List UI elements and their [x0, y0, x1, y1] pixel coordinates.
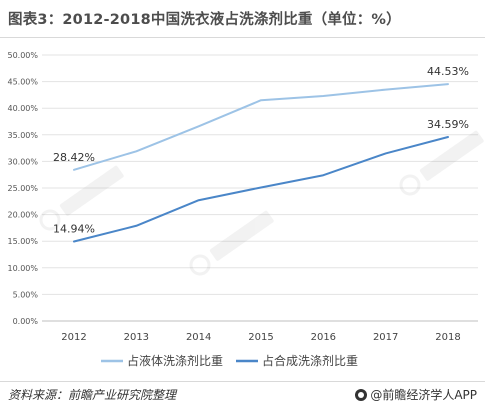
series-line	[73, 83, 449, 171]
y-tick-label: 40.00%	[7, 104, 38, 113]
watermark-mark	[209, 210, 274, 261]
x-tick-label: 2014	[186, 332, 211, 343]
series-group: 28.42% 44.53% 14.94% 34.59%	[53, 65, 469, 243]
data-label: 28.42%	[53, 151, 95, 164]
watermark-logo-icon	[189, 254, 211, 276]
line-chart: 0.00% 5.00% 10.00% 15.00% 20.00% 25.00% 30.00%…	[7, 51, 484, 368]
x-tick-label: 2018	[435, 332, 460, 343]
watermark	[39, 165, 124, 231]
gridlines	[42, 54, 478, 322]
brand-credit: @前瞻经济学人APP	[355, 386, 477, 403]
x-tick-label: 2012	[61, 332, 86, 343]
chart-title: 图表3：2012-2018中国洗衣液占洗涤剂比重（单位：%）	[8, 12, 401, 28]
y-tick-label: 15.00%	[7, 237, 38, 246]
watermark	[189, 210, 274, 276]
y-tick-label: 35.00%	[7, 131, 38, 140]
y-tick-label: 45.00%	[7, 78, 38, 87]
y-tick-label: 50.00%	[7, 51, 38, 60]
watermark-mark	[59, 165, 124, 216]
x-tick-label: 2015	[248, 332, 273, 343]
footer-divider	[0, 381, 485, 382]
x-tick-label: 2016	[311, 332, 336, 343]
y-tick-label: 25.00%	[7, 184, 38, 193]
data-label: 34.59%	[427, 118, 469, 131]
legend-label: 占液体洗涤剂比重	[127, 353, 223, 368]
brand-text: @前瞻经济学人APP	[370, 388, 477, 402]
y-tick-label: 20.00%	[7, 211, 38, 220]
y-tick-label: 0.00%	[13, 317, 39, 326]
legend-label: 占合成洗涤剂比重	[262, 353, 358, 368]
y-axis-ticks: 0.00% 5.00% 10.00% 15.00% 20.00% 25.00% 30.00%…	[7, 51, 38, 326]
brand-logo-icon	[355, 389, 368, 401]
watermark-logo-icon	[399, 174, 421, 196]
y-tick-label: 30.00%	[7, 157, 38, 166]
legend: 占液体洗涤剂比重 占合成洗涤剂比重	[101, 353, 358, 368]
x-tick-label: 2013	[124, 332, 149, 343]
data-label: 14.94%	[53, 223, 95, 236]
watermark	[399, 130, 484, 196]
data-label: 44.53%	[427, 65, 469, 78]
x-axis-ticks: 2012 2013 2014 2015 2016 2017 2018	[61, 332, 460, 343]
title-divider	[0, 37, 485, 38]
y-tick-label: 5.00%	[13, 290, 39, 299]
watermark-logo-icon	[39, 209, 61, 231]
y-tick-label: 10.00%	[7, 264, 38, 273]
source-note: 资料来源：前瞻产业研究院整理	[8, 388, 177, 402]
x-tick-label: 2017	[373, 332, 398, 343]
watermarks	[39, 130, 484, 276]
watermark-mark	[419, 130, 484, 181]
